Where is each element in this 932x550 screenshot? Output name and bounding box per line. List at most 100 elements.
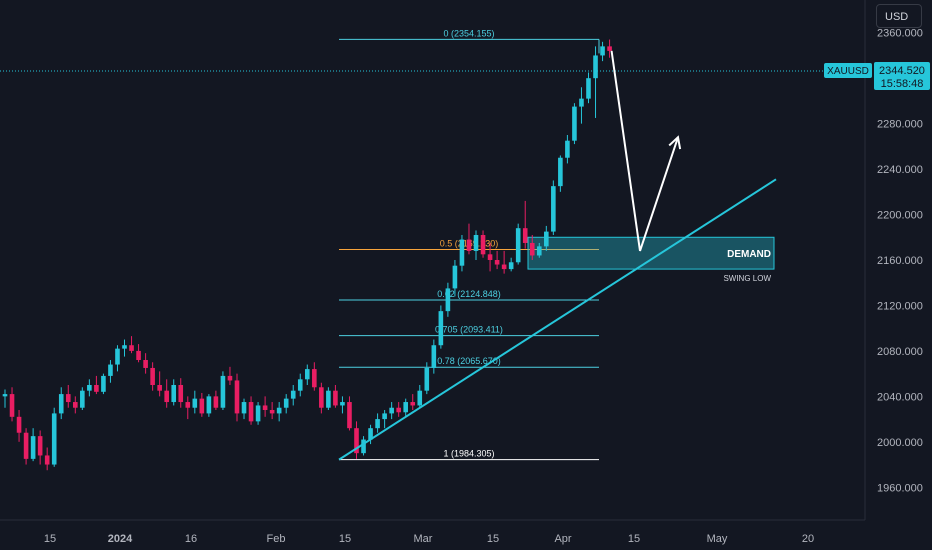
candle-countdown: 15:58:48 — [881, 78, 924, 90]
candle — [150, 362, 155, 391]
candle — [276, 402, 282, 422]
candle — [593, 46, 598, 118]
candle — [480, 230, 486, 258]
candle — [473, 230, 479, 260]
candle — [501, 250, 507, 274]
demand-zone[interactable] — [527, 236, 775, 270]
candle — [487, 242, 493, 272]
trendline[interactable] — [338, 178, 777, 461]
candle — [164, 379, 169, 408]
candle — [410, 394, 416, 410]
candle — [536, 242, 542, 258]
candle — [333, 385, 338, 408]
price-tick-label: 2040.000 — [877, 391, 923, 403]
candle — [262, 396, 268, 417]
candle — [37, 430, 43, 465]
candle — [178, 378, 184, 408]
fib-level-label: 0 (2354.155) — [443, 28, 494, 38]
candle — [438, 305, 444, 349]
candle — [220, 371, 226, 410]
candle — [241, 398, 247, 420]
candle — [213, 390, 219, 410]
candle — [354, 421, 359, 459]
price-tick-label: 2360.000 — [877, 28, 923, 40]
price-tick-label: 1960.000 — [877, 482, 923, 494]
candle — [347, 396, 352, 431]
swing-low-label: SWING LOW — [723, 274, 771, 283]
candle — [101, 373, 106, 395]
time-tick-label: 2024 — [108, 533, 133, 545]
candle — [115, 345, 120, 372]
time-tick-label: Apr — [554, 533, 571, 545]
candle — [65, 385, 71, 408]
candle — [227, 366, 233, 385]
time-tick-label: 15 — [628, 533, 640, 545]
candle — [9, 387, 15, 422]
fib-level: 0.78 (2065.670) — [339, 356, 599, 368]
candle — [572, 103, 577, 145]
demand-zone-label: DEMAND — [727, 249, 771, 260]
candle — [586, 72, 591, 104]
projection-arrow[interactable] — [610, 50, 682, 252]
time-tick-label: 16 — [185, 533, 197, 545]
candle — [30, 428, 36, 462]
candle — [515, 223, 521, 265]
fib-level-label: 0.62 (2124.848) — [437, 289, 501, 299]
candle — [171, 379, 177, 406]
time-tick-label: May — [707, 533, 728, 545]
fib-level: 0 (2354.155) — [339, 28, 599, 40]
candle — [16, 410, 22, 442]
symbol-price-label: XAUUSD 2344.520 15:58:48 — [824, 62, 930, 90]
candle — [143, 353, 148, 374]
candle — [122, 339, 127, 357]
candle — [58, 387, 64, 420]
price-tick-label: 2000.000 — [877, 437, 923, 449]
candlestick-series — [2, 39, 612, 471]
candle — [452, 260, 458, 297]
candle — [600, 41, 605, 62]
candle — [579, 87, 584, 124]
candle — [340, 396, 345, 414]
candle — [459, 235, 465, 272]
fib-level: 1 (1984.305) — [339, 449, 599, 461]
candle — [508, 257, 514, 272]
time-tick-label: Feb — [267, 533, 286, 545]
candle — [157, 371, 162, 397]
candle — [396, 402, 401, 417]
candle — [248, 396, 254, 425]
last-price-value: 2344.520 — [879, 65, 925, 77]
candle — [431, 339, 437, 374]
price-tick-label: 2080.000 — [877, 346, 923, 358]
candle — [319, 382, 324, 414]
candle — [417, 385, 423, 408]
candle — [44, 447, 50, 471]
time-tick-label: Mar — [414, 533, 433, 545]
candle — [361, 436, 366, 456]
candle — [80, 387, 85, 410]
candle — [424, 362, 430, 395]
candle — [297, 373, 303, 397]
price-tick-label: 2200.000 — [877, 210, 923, 222]
candle — [565, 135, 570, 164]
currency-selector[interactable]: USD — [876, 4, 922, 28]
candle — [312, 362, 317, 391]
candle — [255, 402, 261, 425]
candle — [199, 392, 205, 417]
candle — [283, 394, 289, 414]
candle — [494, 250, 500, 270]
candle — [389, 402, 394, 420]
time-axis[interactable]: 15 2024 16 Feb 15 Mar 15 Apr 15 May 20 — [44, 533, 814, 545]
candle — [607, 39, 612, 58]
candle — [269, 402, 275, 420]
candle — [375, 413, 380, 433]
candle — [206, 394, 212, 417]
candle — [368, 424, 373, 445]
candle — [23, 428, 29, 465]
candle — [73, 396, 78, 414]
fib-level-label: 0.78 (2065.670) — [437, 356, 501, 366]
candle — [403, 398, 409, 417]
time-tick-label: 15 — [44, 533, 56, 545]
candle — [522, 200, 528, 249]
